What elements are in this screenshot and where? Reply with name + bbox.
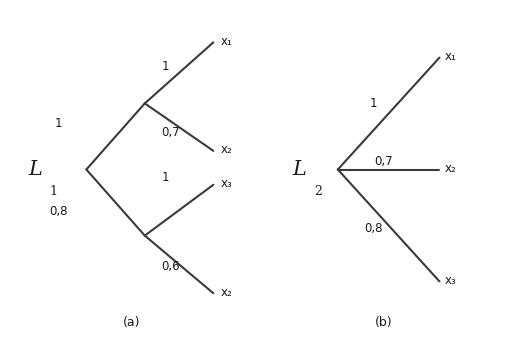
Text: x₁: x₁ [221, 35, 233, 48]
Text: L: L [28, 160, 42, 179]
Text: x₂: x₂ [221, 286, 233, 299]
Text: 0,8: 0,8 [364, 222, 383, 235]
Text: 1: 1 [370, 97, 377, 110]
Text: 1: 1 [162, 60, 169, 73]
Text: x₁: x₁ [444, 50, 456, 63]
Text: 0,6: 0,6 [161, 260, 179, 273]
Text: 1: 1 [162, 172, 169, 184]
Text: 1: 1 [50, 185, 58, 198]
Text: x₂: x₂ [444, 162, 456, 175]
Text: x₂: x₂ [221, 143, 233, 156]
Text: x₃: x₃ [221, 177, 233, 190]
Text: 0,7: 0,7 [374, 155, 393, 167]
Text: (b): (b) [375, 316, 392, 329]
Text: 2: 2 [314, 185, 322, 198]
Text: 0,8: 0,8 [49, 205, 68, 218]
Text: (a): (a) [123, 316, 141, 329]
Text: x₃: x₃ [444, 274, 456, 287]
Text: 0,7: 0,7 [161, 126, 179, 139]
Text: 1: 1 [55, 117, 62, 130]
Text: L: L [292, 160, 306, 179]
